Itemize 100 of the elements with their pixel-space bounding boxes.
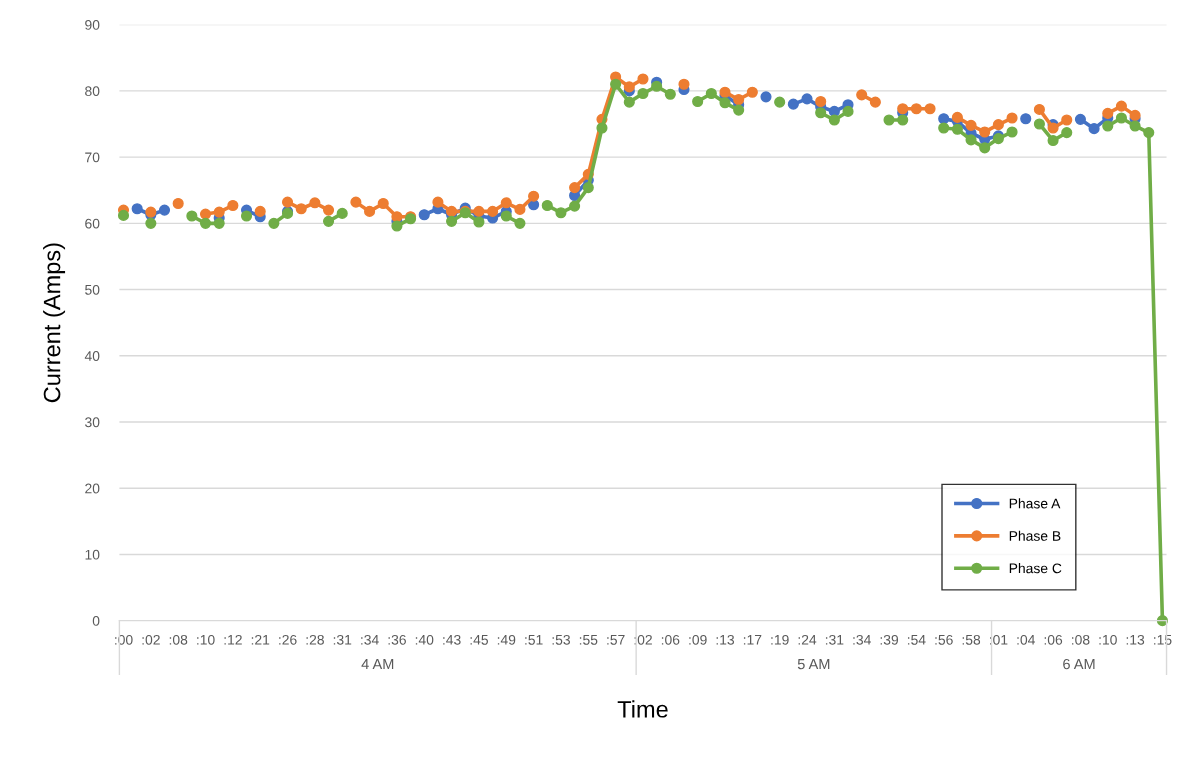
- x-tick-label: :56: [935, 634, 953, 645]
- x-tick-label: :31: [333, 634, 352, 645]
- point: [733, 93, 745, 106]
- x-tick-label: :10: [1099, 634, 1117, 645]
- point: [569, 200, 581, 212]
- point: [965, 119, 977, 131]
- point: [541, 199, 553, 212]
- point: [623, 96, 635, 108]
- point: [1074, 113, 1086, 125]
- point: [336, 207, 348, 219]
- point: [1033, 103, 1045, 115]
- point: [774, 96, 786, 108]
- point: [938, 113, 950, 125]
- y-tick-label: 50: [85, 284, 100, 295]
- point: [500, 197, 512, 209]
- point: [938, 122, 950, 134]
- y-tick-label: 80: [85, 86, 100, 97]
- x-tick-label: :02: [634, 634, 652, 645]
- x-tick-label: :36: [388, 634, 406, 645]
- text: 5 AM: [797, 659, 830, 670]
- y-tick-label: 40: [84, 351, 100, 361]
- x-tick-label: :13: [1126, 634, 1145, 645]
- point: [254, 205, 266, 217]
- x-tick-label: :24: [798, 634, 817, 645]
- x-tick-label: :53: [552, 634, 570, 645]
- point: [610, 78, 622, 90]
- point: [1033, 118, 1045, 130]
- point: [815, 95, 827, 108]
- point: [268, 217, 280, 229]
- x-tick-label: :58: [962, 634, 981, 645]
- point: [692, 95, 704, 108]
- point: [391, 211, 403, 223]
- point: [1102, 107, 1114, 119]
- x-tick-label: :08: [1072, 634, 1090, 645]
- point: [883, 114, 895, 126]
- point: [637, 87, 649, 100]
- point: [514, 203, 526, 215]
- point: [897, 103, 909, 115]
- point: [1129, 120, 1141, 132]
- y-tick-label: 90: [85, 20, 100, 30]
- point: [487, 205, 499, 217]
- point: [951, 123, 963, 135]
- x-tick-label: :02: [142, 634, 160, 645]
- point: [500, 210, 512, 222]
- x-tick-label: :06: [1044, 634, 1063, 645]
- x-tick-label: :26: [279, 634, 297, 645]
- point: [924, 103, 936, 115]
- x-tick-label: :09: [689, 634, 707, 645]
- y-tick-label: 70: [85, 152, 100, 163]
- x-tick-label: :57: [607, 635, 625, 645]
- point: [117, 209, 130, 221]
- x-tick-label: :10: [197, 634, 215, 645]
- text: 6 AM: [1063, 658, 1095, 670]
- point: [186, 210, 198, 222]
- x-tick-label: :51: [525, 635, 543, 645]
- point: [979, 142, 991, 154]
- point: [1047, 135, 1059, 147]
- point: [377, 197, 389, 210]
- point: [158, 204, 171, 216]
- point: [131, 203, 143, 215]
- point: [910, 103, 922, 115]
- point: [432, 196, 444, 208]
- point: [801, 93, 813, 105]
- y-axis-title: Current (Amps): [43, 243, 66, 403]
- point: [719, 97, 731, 109]
- point: [446, 215, 458, 227]
- point: [514, 217, 526, 229]
- legend-label: Phase A: [1009, 498, 1061, 509]
- point: [1115, 100, 1127, 112]
- x-tick-label: :17: [743, 635, 762, 645]
- x-tick-label: :13: [716, 634, 735, 645]
- point: [240, 210, 253, 222]
- point: [951, 111, 963, 123]
- point: [322, 215, 335, 227]
- x-tick-label: :39: [880, 634, 899, 645]
- x-tick-label: :31: [825, 634, 844, 645]
- point: [582, 182, 594, 194]
- point: [746, 86, 758, 98]
- point: [760, 91, 772, 103]
- legend-label: Phase B: [1009, 530, 1061, 541]
- point: [979, 126, 991, 138]
- point: [815, 107, 827, 119]
- point: [227, 199, 239, 212]
- point: [1020, 113, 1032, 125]
- x-tick-label: :08: [169, 634, 188, 645]
- point: [528, 190, 540, 202]
- point: [842, 105, 854, 117]
- point: [1088, 123, 1100, 135]
- point: [1061, 114, 1073, 126]
- legend-label: Phase C: [1009, 563, 1062, 574]
- point: [1061, 127, 1073, 139]
- point: [705, 87, 717, 100]
- point: [678, 78, 690, 90]
- point: [828, 114, 840, 126]
- x-tick-label: :19: [771, 634, 789, 645]
- y-tick-label: 30: [85, 417, 100, 428]
- x-tick-label: :01: [990, 634, 1008, 645]
- x-tick-label: :12: [224, 634, 242, 645]
- point: [199, 208, 212, 220]
- point: [1102, 120, 1114, 132]
